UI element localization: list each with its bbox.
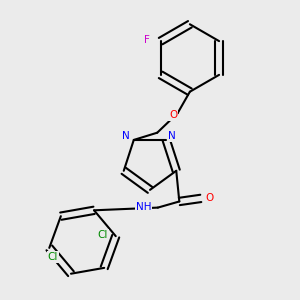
Text: O: O (205, 194, 214, 203)
Text: F: F (144, 34, 150, 45)
Text: N: N (122, 131, 130, 141)
Text: N: N (168, 131, 176, 141)
Text: Cl: Cl (48, 252, 58, 262)
Text: Cl: Cl (98, 230, 108, 240)
Text: NH: NH (136, 202, 151, 212)
Text: O: O (169, 110, 177, 120)
